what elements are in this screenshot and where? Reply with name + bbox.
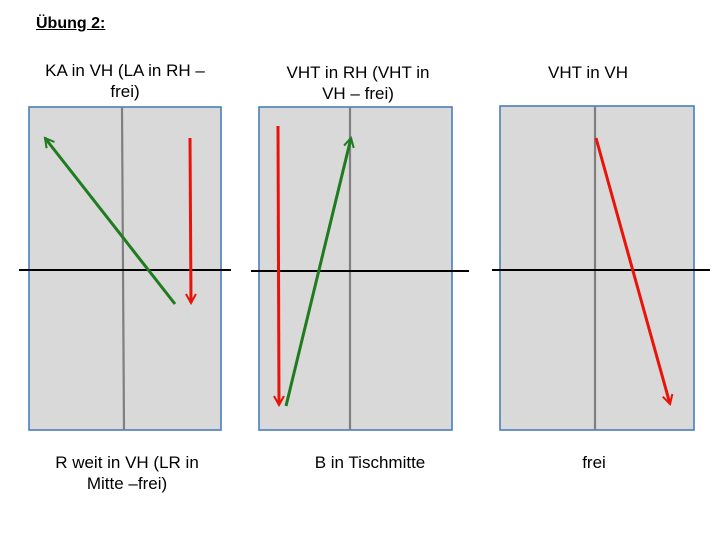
table-1-center-line — [120, 106, 126, 431]
panel-3-top-label: VHT in VH — [483, 62, 693, 83]
panel-3-bottom-label-line-1: frei — [582, 453, 606, 472]
slide-title: Übung 2: — [36, 15, 106, 32]
panel-1-green-arrow — [45, 138, 177, 305]
panel-2-top-label-line-1: VHT in RH (VHT in — [286, 63, 430, 82]
panel-1-top-label-line-1: KA in VH (LA in RH – — [45, 61, 205, 80]
panel-1-bottom-label-line-2: Mitte –frei) — [86, 474, 168, 493]
panel-2-bottom-label: B in Tischmitte — [265, 452, 475, 473]
panel-1-red-arrow — [190, 137, 191, 303]
table-2 — [258, 106, 453, 431]
panel-2-top-label-line-2: VH – frei) — [322, 84, 394, 103]
panel-2-bottom-label-line-1: B in Tischmitte — [314, 453, 426, 472]
panel-1 — [19, 106, 231, 431]
panel-3-red-arrow — [594, 137, 670, 404]
panel-2 — [251, 106, 469, 431]
panel-2-green-arrow — [284, 138, 351, 407]
panel-1-bottom-label-line-1: R weit in VH (LR in — [55, 453, 199, 472]
panel-2-top-label: VHT in RH (VHT in VH – frei) — [253, 62, 463, 104]
panel-3-bottom-label: frei — [489, 452, 699, 473]
panel-1-top-label: KA in VH (LA in RH – frei) — [20, 60, 230, 102]
panel-1-top-label-line-2: frei) — [110, 82, 140, 101]
panel-1-bottom-label: R weit in VH (LR in Mitte –frei) — [21, 452, 233, 494]
panel-2-red-arrow — [278, 125, 279, 405]
panel-3 — [492, 105, 710, 431]
panel-3-top-label-line-1: VHT in VH — [548, 63, 628, 82]
